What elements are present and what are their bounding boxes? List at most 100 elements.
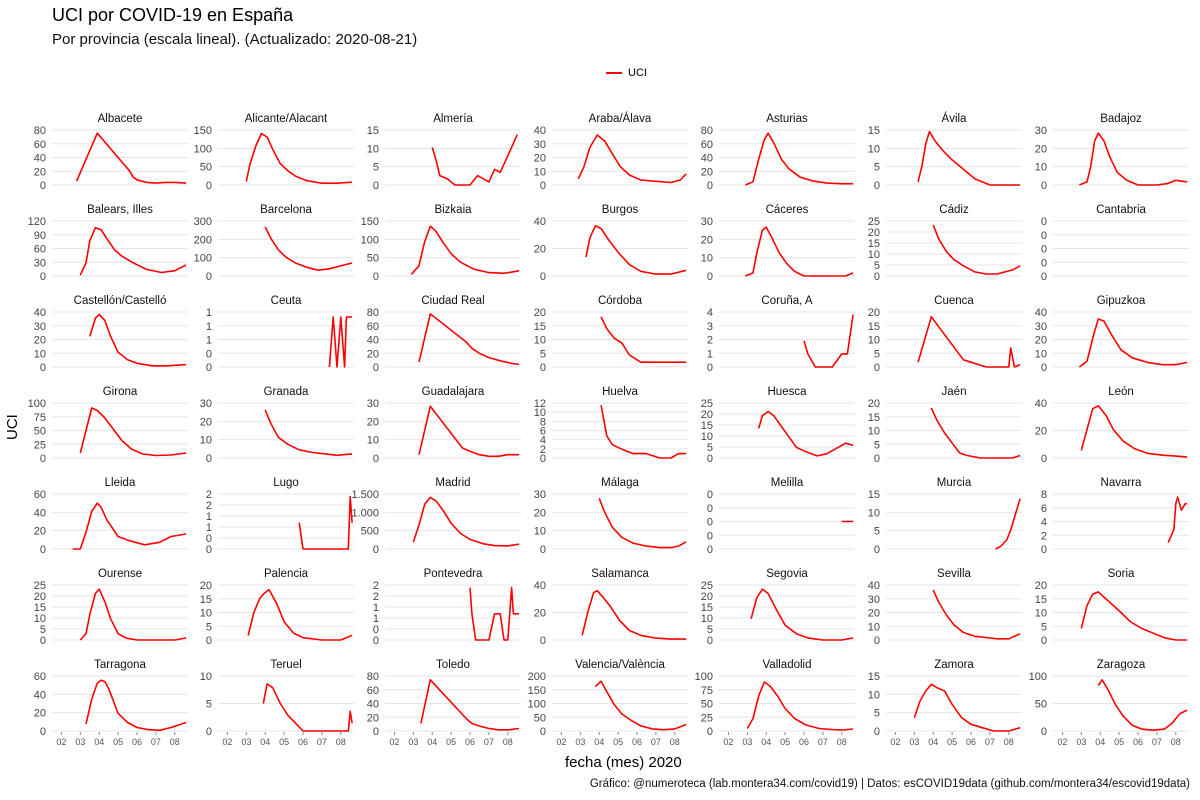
y-tick-label: 10	[868, 507, 880, 519]
series-line	[418, 313, 520, 366]
y-tick-label: 0	[206, 453, 212, 465]
panel-title: Badajoz	[1100, 113, 1142, 125]
y-tick-label: 50	[367, 253, 379, 265]
panel-title: Teruel	[270, 659, 301, 671]
y-tick-label: 10	[1035, 162, 1047, 174]
y-tick-label: 120	[28, 216, 46, 228]
series-line	[79, 226, 187, 276]
x-tick-label: 07	[317, 737, 327, 747]
y-tick-label: 2	[373, 591, 379, 603]
y-tick-label: 5	[874, 708, 880, 720]
series-line	[298, 495, 353, 550]
panel-title: Tarragona	[94, 659, 146, 671]
panel-title: Coruña, A	[761, 295, 812, 307]
y-tick-label: 30	[200, 398, 212, 410]
y-tick-label: 40	[34, 689, 46, 701]
y-tick-label: 15	[868, 125, 880, 137]
y-tick-label: 15	[34, 602, 46, 614]
x-tick-label: 07	[985, 737, 995, 747]
y-tick-label: 15	[1035, 594, 1047, 606]
x-tick-label: 05	[113, 737, 123, 747]
y-tick-label: 0	[206, 348, 212, 360]
y-tick-label: 0	[1041, 453, 1047, 465]
panel: León 0 20 40	[1035, 386, 1189, 465]
panel-title: Guadalajara	[422, 386, 485, 398]
y-tick-label: 5	[874, 162, 880, 174]
x-tick-label: 03	[909, 737, 919, 747]
y-tick-label: 20	[868, 398, 880, 410]
panel-title: Valladolid	[762, 659, 811, 671]
y-tick-label: 15	[868, 671, 880, 683]
panel: Jaén 0 510 15 20	[868, 386, 1022, 465]
panel: Zaragoza 0 50 100 02 03 04 05 06 07 08	[1029, 659, 1189, 747]
y-tick-label: 8	[540, 416, 546, 428]
y-tick-label: 5	[707, 442, 713, 454]
x-tick-label: 05	[947, 737, 957, 747]
y-tick-label: 100	[28, 398, 46, 410]
y-tick-label: 60	[34, 244, 46, 256]
series-line	[917, 315, 1021, 368]
panel-title: Huelva	[602, 386, 638, 398]
y-tick-label: 25	[701, 712, 713, 724]
y-tick-label: 75	[34, 412, 46, 424]
x-tick-label: 05	[613, 737, 623, 747]
y-tick-label: 4	[707, 307, 713, 319]
x-tick-label: 05	[780, 737, 790, 747]
caption: Gráfico: @numeroteca (lab.montera34.com/…	[589, 778, 1190, 790]
y-tick-label: 30	[534, 139, 546, 151]
y-tick-label: 5	[540, 348, 546, 360]
series-line	[469, 586, 520, 641]
panel-title: Albacete	[98, 113, 143, 125]
y-tick-label: 300	[194, 216, 212, 228]
y-tick-label: 2	[540, 444, 546, 456]
panel: Granada 0 10 20 30	[200, 386, 354, 465]
y-tick-label: 25	[34, 439, 46, 451]
series-line	[932, 589, 1021, 640]
x-tick-label: 02	[222, 737, 232, 747]
y-tick-label: 20	[868, 227, 880, 239]
panel-title: Zamora	[934, 659, 974, 671]
panel-title: Soria	[1108, 568, 1135, 580]
x-tick-label: 08	[837, 737, 847, 747]
panel-title: Jaén	[942, 386, 967, 398]
legend-line-icon	[606, 72, 622, 74]
x-tick-label: 03	[408, 737, 418, 747]
y-tick-label: 40	[701, 153, 713, 165]
y-tick-label: 15	[868, 489, 880, 501]
y-tick-label: 20	[701, 234, 713, 246]
y-tick-label: 2	[707, 335, 713, 347]
y-tick-label: 1	[707, 348, 713, 360]
series-line	[412, 496, 520, 547]
y-tick-label: 150	[361, 216, 379, 228]
y-tick-label: 30	[34, 321, 46, 333]
y-tick-label: 1	[206, 335, 212, 347]
y-tick-label: 0	[707, 362, 713, 374]
y-tick-label: 20	[367, 348, 379, 360]
y-tick-label: 10	[868, 621, 880, 633]
x-tick-label: 06	[799, 737, 809, 747]
y-tick-label: 5	[1041, 621, 1047, 633]
y-tick-label: 40	[534, 580, 546, 592]
y-tick-label: 10	[701, 431, 713, 443]
y-tick-label: 8	[1041, 489, 1047, 501]
y-tick-label: 10	[200, 435, 212, 447]
x-tick-label: 04	[94, 737, 104, 747]
y-tick-label: 50	[701, 699, 713, 711]
series-line	[418, 405, 520, 458]
y-tick-label: 20	[868, 307, 880, 319]
y-tick-label: 6	[1041, 503, 1047, 515]
y-tick-label: 60	[367, 321, 379, 333]
panel-title: Gipuzkoa	[1097, 295, 1146, 307]
y-tick-label: 0	[707, 180, 713, 192]
y-tick-label: 0	[540, 726, 546, 738]
y-tick-label: 10	[534, 335, 546, 347]
panel: Coruña, A 0 12 3 4	[707, 295, 855, 374]
y-tick-label: 10	[1035, 608, 1047, 620]
y-tick-label: 0	[1041, 726, 1047, 738]
x-tick-label: 08	[170, 737, 180, 747]
y-tick-label: 0	[373, 624, 379, 636]
y-tick-label: 0	[40, 726, 46, 738]
